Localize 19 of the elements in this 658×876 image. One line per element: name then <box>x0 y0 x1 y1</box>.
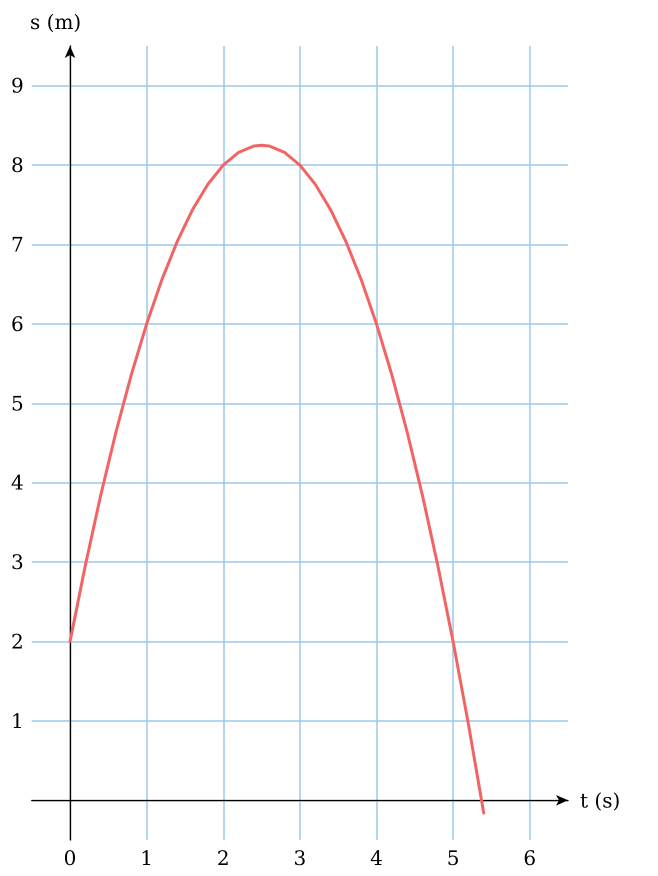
y-tick-label: 5 <box>10 391 24 416</box>
line-series <box>68 144 486 815</box>
y-tick-label: 6 <box>10 312 24 336</box>
y-tick-label: 4 <box>10 470 24 495</box>
x-tick-label: 6 <box>523 846 536 870</box>
y-axis-title: s (m) <box>30 10 82 34</box>
x-tick-label: 5 <box>446 846 460 870</box>
x-tick-label: 3 <box>293 846 306 870</box>
x-tick-label: 4 <box>370 846 383 870</box>
y-tick-label: 8 <box>10 153 24 178</box>
y-tick-label: 9 <box>10 74 24 98</box>
x-axis-title: t (s) <box>580 788 620 812</box>
x-tick-label: 1 <box>140 846 154 870</box>
y-tick-label: 3 <box>10 550 24 574</box>
y-tick-label: 1 <box>10 708 24 733</box>
x-tick-label: 0 <box>64 846 76 870</box>
y-tick-label: 2 <box>10 630 24 654</box>
y-tick-label: 7 <box>10 232 24 256</box>
x-tick-label: 2 <box>216 846 230 870</box>
